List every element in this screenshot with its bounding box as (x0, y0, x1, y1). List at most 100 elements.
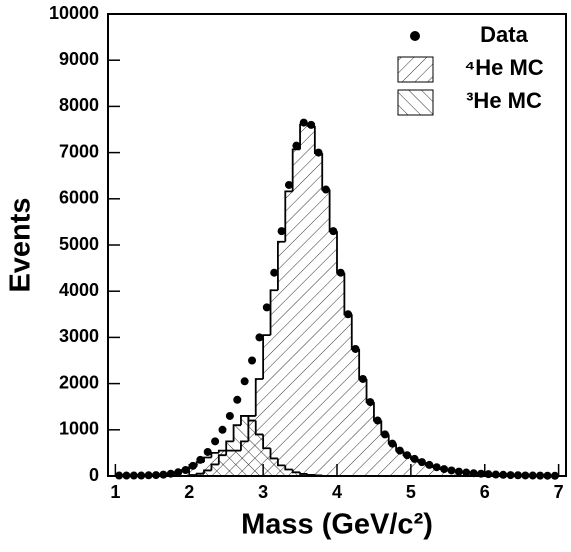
data-point (300, 119, 308, 127)
histogram-bin-outline (359, 349, 366, 379)
x-tick-label: 4 (332, 482, 342, 502)
data-point (196, 456, 204, 464)
y-tick-label: 6000 (59, 188, 99, 208)
data-point (189, 462, 197, 470)
data-point (315, 149, 323, 157)
data-point (492, 471, 500, 479)
histogram-bin-fill (359, 379, 366, 476)
y-tick-label: 4000 (59, 280, 99, 300)
histogram-bin-fill (271, 290, 278, 476)
histogram-bin-fill (256, 434, 263, 476)
histogram-bin-outline (330, 190, 337, 232)
histogram-bin-fill (271, 458, 278, 476)
data-point (248, 357, 256, 365)
y-tick-label: 5000 (59, 234, 99, 254)
histogram-bin-fill (219, 455, 226, 476)
data-point (425, 461, 433, 469)
histogram-bin-fill (344, 314, 351, 476)
x-tick-label: 1 (110, 482, 120, 502)
histogram-bin-outline (337, 231, 344, 273)
x-tick-label: 2 (184, 482, 194, 502)
x-tick-label: 3 (258, 482, 268, 502)
y-tick-label: 10000 (49, 3, 99, 23)
data-point (499, 471, 507, 479)
data-point (270, 269, 278, 277)
data-point (396, 447, 404, 455)
x-tick-label: 5 (406, 482, 416, 502)
y-tick-label: 1000 (59, 419, 99, 439)
legend-label: ⁴He MC (464, 55, 543, 80)
histogram-bin-fill (241, 416, 248, 476)
histogram-bin-fill (315, 153, 322, 476)
data-point (204, 448, 212, 456)
data-point (448, 466, 456, 474)
data-point (307, 121, 315, 129)
histogram-bin-fill (389, 444, 396, 476)
data-point (226, 412, 234, 420)
histogram-bin-fill (293, 149, 300, 476)
histogram-bin-fill (374, 421, 381, 476)
data-point (182, 466, 190, 474)
x-tick-label: 6 (480, 482, 490, 502)
data-point (403, 451, 411, 459)
histogram-bin-fill (234, 425, 241, 476)
data-point (411, 455, 419, 463)
legend-marker (410, 31, 420, 41)
data-point (374, 417, 382, 425)
data-point (381, 430, 389, 438)
data-point (285, 181, 293, 189)
legend-swatch (398, 57, 433, 82)
y-axis-title: Events (5, 197, 37, 292)
histogram-bin-fill (248, 421, 255, 476)
histogram-bin-fill (352, 349, 359, 476)
x-axis-title: Mass (GeV/c²) (241, 509, 433, 541)
data-point (418, 458, 426, 466)
data-point (278, 227, 286, 235)
y-tick-label: 0 (89, 465, 99, 485)
histogram-bin-fill (307, 126, 314, 476)
histogram-bin-fill (278, 242, 285, 476)
data-point (440, 465, 448, 473)
histogram-bin-fill (211, 464, 218, 476)
data-point (241, 377, 249, 385)
data-point (233, 396, 241, 404)
histogram-bin-fill (367, 402, 374, 476)
histogram-bin-fill (322, 190, 329, 476)
data-point (344, 310, 352, 318)
data-point (292, 142, 300, 150)
y-tick-label: 8000 (59, 95, 99, 115)
data-point (455, 468, 463, 476)
histogram-bin-fill (330, 231, 337, 476)
data-point (351, 345, 359, 353)
data-point (366, 398, 374, 406)
y-tick-label: 9000 (59, 49, 99, 69)
histogram-bin-fill (278, 465, 285, 476)
data-point (159, 471, 167, 479)
y-tick-label: 7000 (59, 141, 99, 161)
data-point (211, 437, 219, 445)
data-point (263, 303, 271, 311)
legend-label: ³He MC (466, 88, 542, 113)
x-tick-label: 7 (554, 482, 564, 502)
legend-label: Data (480, 22, 528, 47)
histogram-bin-fill (300, 125, 307, 476)
histogram-bin-fill (226, 441, 233, 476)
plot-area (115, 119, 559, 480)
y-tick-label: 3000 (59, 326, 99, 346)
legend: Data ⁴He MC ³He MC (398, 22, 544, 115)
legend-swatch (398, 90, 433, 115)
histogram-bin-outline (352, 314, 359, 349)
data-point (433, 463, 441, 471)
histogram-bin-outline (307, 474, 314, 475)
data-point (322, 186, 330, 194)
data-point (255, 333, 263, 341)
histogram-bin-fill (337, 273, 344, 476)
data-point (337, 269, 345, 277)
histogram-bin-outline (344, 273, 351, 315)
data-point (359, 375, 367, 383)
histogram-bin-fill (285, 191, 292, 476)
data-point (388, 440, 396, 448)
data-point (219, 426, 227, 434)
